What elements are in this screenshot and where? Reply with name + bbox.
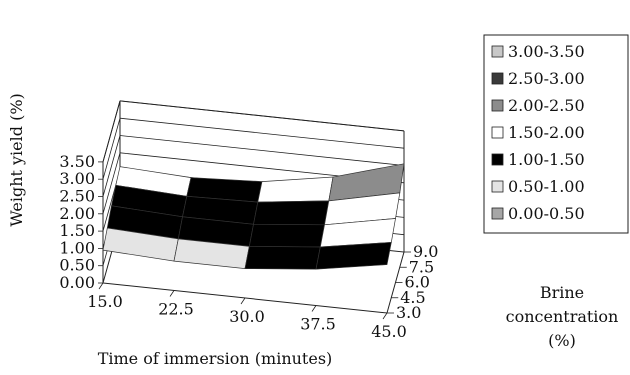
depth-tick-labels: 3.04.56.07.59.0 <box>396 242 438 322</box>
surface-plot <box>102 163 405 270</box>
y-tick-label: 2.00 <box>59 204 95 223</box>
x-tick-labels: 15.0 22.5 30.0 37.5 45.0 <box>87 292 407 341</box>
gridline-back <box>119 117 405 149</box>
x-axis-title: Time of immersion (minutes) <box>98 349 333 368</box>
y-tick-label: 1.00 <box>59 238 95 257</box>
legend-swatch <box>491 207 504 220</box>
legend-swatch <box>491 153 504 166</box>
gridline-left <box>102 152 121 214</box>
legend-swatch <box>491 180 504 193</box>
x-tick-label: 45.0 <box>371 322 407 341</box>
y-tick-label: 3.50 <box>59 152 95 171</box>
surface-cell <box>257 176 334 203</box>
y-tick-label: 1.50 <box>59 221 95 240</box>
y-tick-label: 2.50 <box>59 187 95 206</box>
y-axis-title: Weight yield (%) <box>7 93 26 227</box>
x-tick-mark <box>169 290 175 297</box>
y-tick-label: 0.00 <box>59 273 95 292</box>
legend-label: 2.50-3.00 <box>508 69 585 88</box>
gridline-left <box>102 118 121 180</box>
legend-label: 2.00-2.50 <box>508 96 585 115</box>
depth-tick-label: 4.5 <box>400 288 425 307</box>
surface-cell <box>248 223 325 248</box>
legend-swatch <box>491 126 504 139</box>
x-tick-mark <box>240 297 246 305</box>
y-tick-label: 0.50 <box>59 256 95 275</box>
legend-label: 1.50-2.00 <box>508 123 585 142</box>
gridline-left <box>102 100 121 163</box>
x-tick-label: 22.5 <box>158 300 194 319</box>
gridline-back <box>119 135 405 166</box>
x-tick-label: 37.5 <box>300 315 336 334</box>
y-tick-labels: 0.000.501.001.502.002.503.003.50 <box>59 152 95 292</box>
depth-axis-title-line3: (%) <box>548 331 576 350</box>
legend: 3.00-3.50 2.50-3.00 2.00-2.50 1.50-2.00 1.00… <box>483 34 629 234</box>
surface-cell <box>315 242 392 270</box>
depth-tick-label: 9.0 <box>413 242 438 261</box>
legend-label: 0.00-0.50 <box>508 204 585 223</box>
gridline-left <box>102 135 121 197</box>
legend-swatch <box>491 99 504 112</box>
depth-tick-label: 6.0 <box>405 273 430 292</box>
gridline-back <box>119 100 405 132</box>
x-tick-mark <box>382 312 388 320</box>
x-tick-mark <box>311 305 317 312</box>
legend-swatch <box>491 72 504 85</box>
depth-tick-label: 3.0 <box>396 303 421 322</box>
x-tick-mark <box>98 282 104 290</box>
x-tick-label: 30.0 <box>229 307 265 326</box>
legend-box <box>483 34 629 234</box>
legend-label: 1.00-1.50 <box>508 150 585 169</box>
x-tick-label: 15.0 <box>87 292 123 311</box>
legend-label: 0.50-1.00 <box>508 177 585 196</box>
depth-axis-title-line2: concentration <box>506 307 619 326</box>
y-tick-label: 3.00 <box>59 169 95 188</box>
depth-tick-label: 7.5 <box>409 257 434 276</box>
surface-cell <box>244 246 321 270</box>
legend-label: 3.00-3.50 <box>508 42 585 61</box>
depth-axis-title-line1: Brine <box>540 283 584 302</box>
legend-swatch <box>491 45 504 58</box>
surface-cell <box>253 200 330 226</box>
